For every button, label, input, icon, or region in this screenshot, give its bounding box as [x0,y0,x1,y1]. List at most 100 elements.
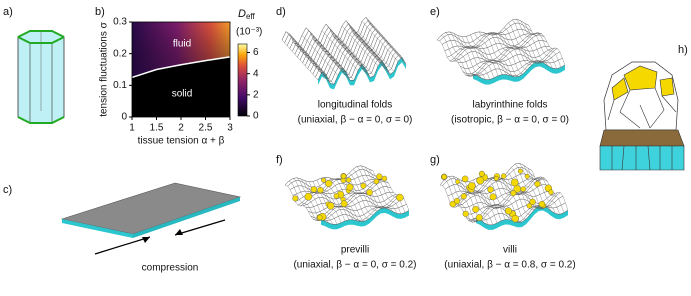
mesh-line [289,34,327,75]
panel-label: e) [430,6,440,18]
mesh-line [439,184,477,221]
fluid-shade [132,22,230,78]
mesh-line [305,27,343,68]
caption-params: (uniaxial, β − α = 0.8, σ = 0.2) [444,260,575,271]
mesh-line [448,176,485,224]
villus-tip [511,214,519,223]
mesh-line [341,25,379,67]
surfaces [281,16,569,230]
surface [436,18,566,85]
villus-tip [489,193,497,201]
mesh-line [301,35,339,76]
mesh-line [349,26,387,67]
panel-label: a) [3,6,13,18]
caption-params: (isotropic, β − α = 0, σ = 0) [451,115,569,126]
villus-tip [462,210,469,217]
surface [439,163,569,230]
y-tick-label: 0 [121,112,127,123]
villus-tip [487,186,494,193]
villus-tip [472,205,480,213]
colorbar-tick-label: 2 [253,89,259,100]
mesh-line [357,31,395,72]
villus-tip [476,176,485,185]
y-tick-label: 0.2 [113,48,127,59]
mesh-line [502,177,539,208]
mesh-line [360,165,398,214]
mesh-line [445,32,482,79]
mesh-line [296,177,334,225]
x-tick-label: 1.5 [150,123,164,134]
region-label: fluid [173,39,191,50]
mesh-line [293,42,331,84]
mesh-line [456,177,493,225]
mesh-line [361,21,399,62]
villus-tip [381,175,388,182]
villus-tip [310,186,318,193]
mesh-line [528,25,566,66]
panel-label: f) [276,154,283,166]
mesh-line [281,39,319,81]
villus-tip [538,200,546,208]
villus-tip [376,173,383,180]
mesh-line [356,166,394,212]
panel-label: d) [276,6,286,18]
mesh-line [317,40,355,81]
mesh-line [353,34,391,75]
mesh-line [332,178,370,219]
x-tick-label: 2 [178,123,184,134]
caption-params: (uniaxial, β − α = 0, σ = 0.2) [293,260,416,271]
caption: labyrinthine folds [472,100,547,111]
villus-tip [493,176,499,181]
colorbar-tick-label: 6 [253,47,259,58]
surface-edge [321,207,409,230]
mesh-line [300,178,338,225]
mesh-line [452,34,545,62]
mesh-line [321,30,359,71]
villus-tip [500,173,507,179]
slab-illustration [60,182,242,255]
villus-tip [468,182,476,190]
mesh-line [457,35,495,78]
villus-tip [340,173,347,179]
mesh-line [290,174,379,192]
villus-tip [478,170,485,177]
mesh-line [470,34,507,75]
cell-illustration [599,61,685,171]
surface [284,165,410,230]
villus-tip [453,197,461,205]
mesh-line [284,184,322,221]
mesh-line [453,33,490,80]
villus-tip [304,192,313,201]
villus-tip [529,198,536,205]
mesh-line [515,163,552,212]
mesh-line [297,44,335,85]
mesh-line [516,19,553,69]
panel-label: b) [95,6,105,18]
villus-tip [292,195,299,202]
villus-tip [366,189,373,196]
mesh-line [333,37,371,78]
mesh-line [524,23,562,68]
mesh-line [369,24,407,65]
mesh-line [478,31,515,77]
prism-illustration [17,30,65,124]
villus-tip [340,200,348,208]
villus-tip [317,214,323,221]
mesh-line [317,56,407,85]
mesh-line [473,179,510,220]
villus-tip [441,174,447,180]
villus-tip [360,182,367,189]
mesh-line [469,181,506,220]
villus-tip [520,186,527,192]
y-tick-label: 0.1 [113,80,127,91]
villus-tip [505,207,512,215]
mesh-line [285,31,323,72]
surface [281,16,407,90]
caption-params: (uniaxial, β − α = 0, σ = 0) [298,115,413,126]
mesh-line [474,32,511,76]
colorbar-unit: (10⁻³) [236,27,262,38]
mesh-line [495,33,532,66]
colorbar-title: Deff [238,8,255,21]
caption: previlli [341,245,369,256]
